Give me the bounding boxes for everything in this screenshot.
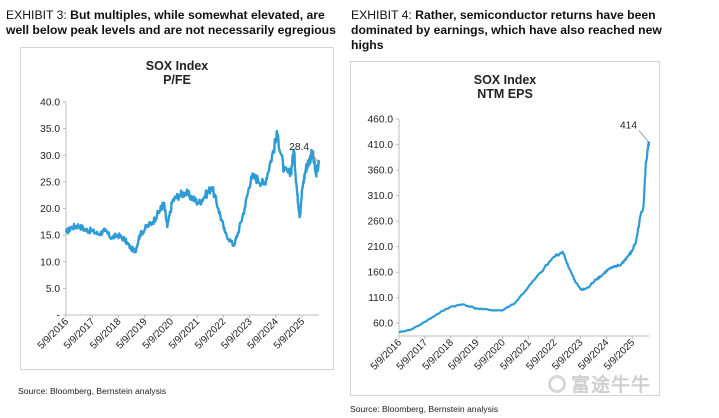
end-label-leader: [310, 151, 320, 164]
y-tick-label: 260.0: [368, 217, 394, 228]
chart-subtitle-line: NTM EPS: [477, 87, 533, 101]
y-tick-label: 110.0: [368, 293, 393, 304]
y-tick-label: 460.0: [368, 115, 394, 126]
watermark-text: 富途牛牛: [571, 375, 652, 396]
exhibit-4-title: Rather, semiconductor returns have been …: [351, 8, 662, 52]
y-tick-label: 15.0: [40, 231, 60, 242]
chart-pfe-plot: -5.010.015.020.025.030.035.040.05/9/2016…: [36, 98, 321, 352]
y-tick-label: 60.0: [373, 319, 393, 330]
source-note-exhibit-3: Source: Bloomberg, Bernstein analysis: [18, 386, 167, 396]
chart-title-line: SOX Index: [145, 59, 209, 73]
chart-subtitle-line: P/FE: [163, 73, 191, 87]
series-line: [64, 129, 321, 254]
end-label-leader: [638, 130, 650, 143]
chart-title-line: SOX Index: [473, 73, 537, 87]
watermark: 富途牛牛: [548, 370, 651, 397]
source-note-exhibit-4: Source: Bloomberg, Bernstein analysis: [350, 404, 499, 414]
chart-title-pfe: SOX Index P/FE: [21, 59, 333, 87]
y-tick-label: -: [57, 311, 60, 322]
y-tick-label: 40.0: [40, 98, 60, 109]
y-tick-label: 310.0: [368, 191, 394, 202]
y-tick-label: 5.0: [46, 284, 60, 295]
exhibit-3-number: EXHIBIT 3:: [6, 8, 67, 22]
chart-eps-plot: 60.0 110.0 160.0 210.0 260.0 310.0 360.0 410.0 4…: [368, 115, 651, 373]
end-value-label: 28.4: [289, 142, 309, 153]
exhibit-3-caption: EXHIBIT 3: But multiples, while somewhat…: [6, 8, 346, 38]
y-tick-label: 160.0: [368, 268, 394, 279]
watermark-logo-icon: [548, 374, 566, 393]
y-tick-label: 20.0: [40, 204, 60, 215]
exhibit-4-number: EXHIBIT 4:: [351, 8, 412, 22]
y-tick-label: 30.0: [40, 151, 60, 162]
y-tick-label: 210.0: [368, 242, 394, 253]
series-line: [398, 141, 651, 334]
exhibit-3-title: But multiples, while somewhat elevated, …: [6, 8, 336, 37]
y-tick-label: 360.0: [368, 166, 394, 177]
y-tick-label: 410.0: [368, 140, 394, 151]
chart-title-eps: SOX Index NTM EPS: [351, 73, 659, 101]
chart-panel-eps: SOX Index NTM EPS 60.0 110.0 160.0 210.0 260…: [350, 61, 660, 396]
y-tick-label: 10.0: [40, 257, 60, 268]
chart-panel-pfe: SOX Index P/FE - 5.0 10.0 15.0 20.0 25.0 30.0 3…: [20, 47, 334, 370]
end-value-label: 414: [620, 120, 637, 131]
exhibit-4-caption: EXHIBIT 4: Rather, semiconductor returns…: [351, 8, 681, 53]
y-tick-label: 25.0: [40, 177, 60, 188]
y-tick-label: 35.0: [40, 124, 60, 135]
